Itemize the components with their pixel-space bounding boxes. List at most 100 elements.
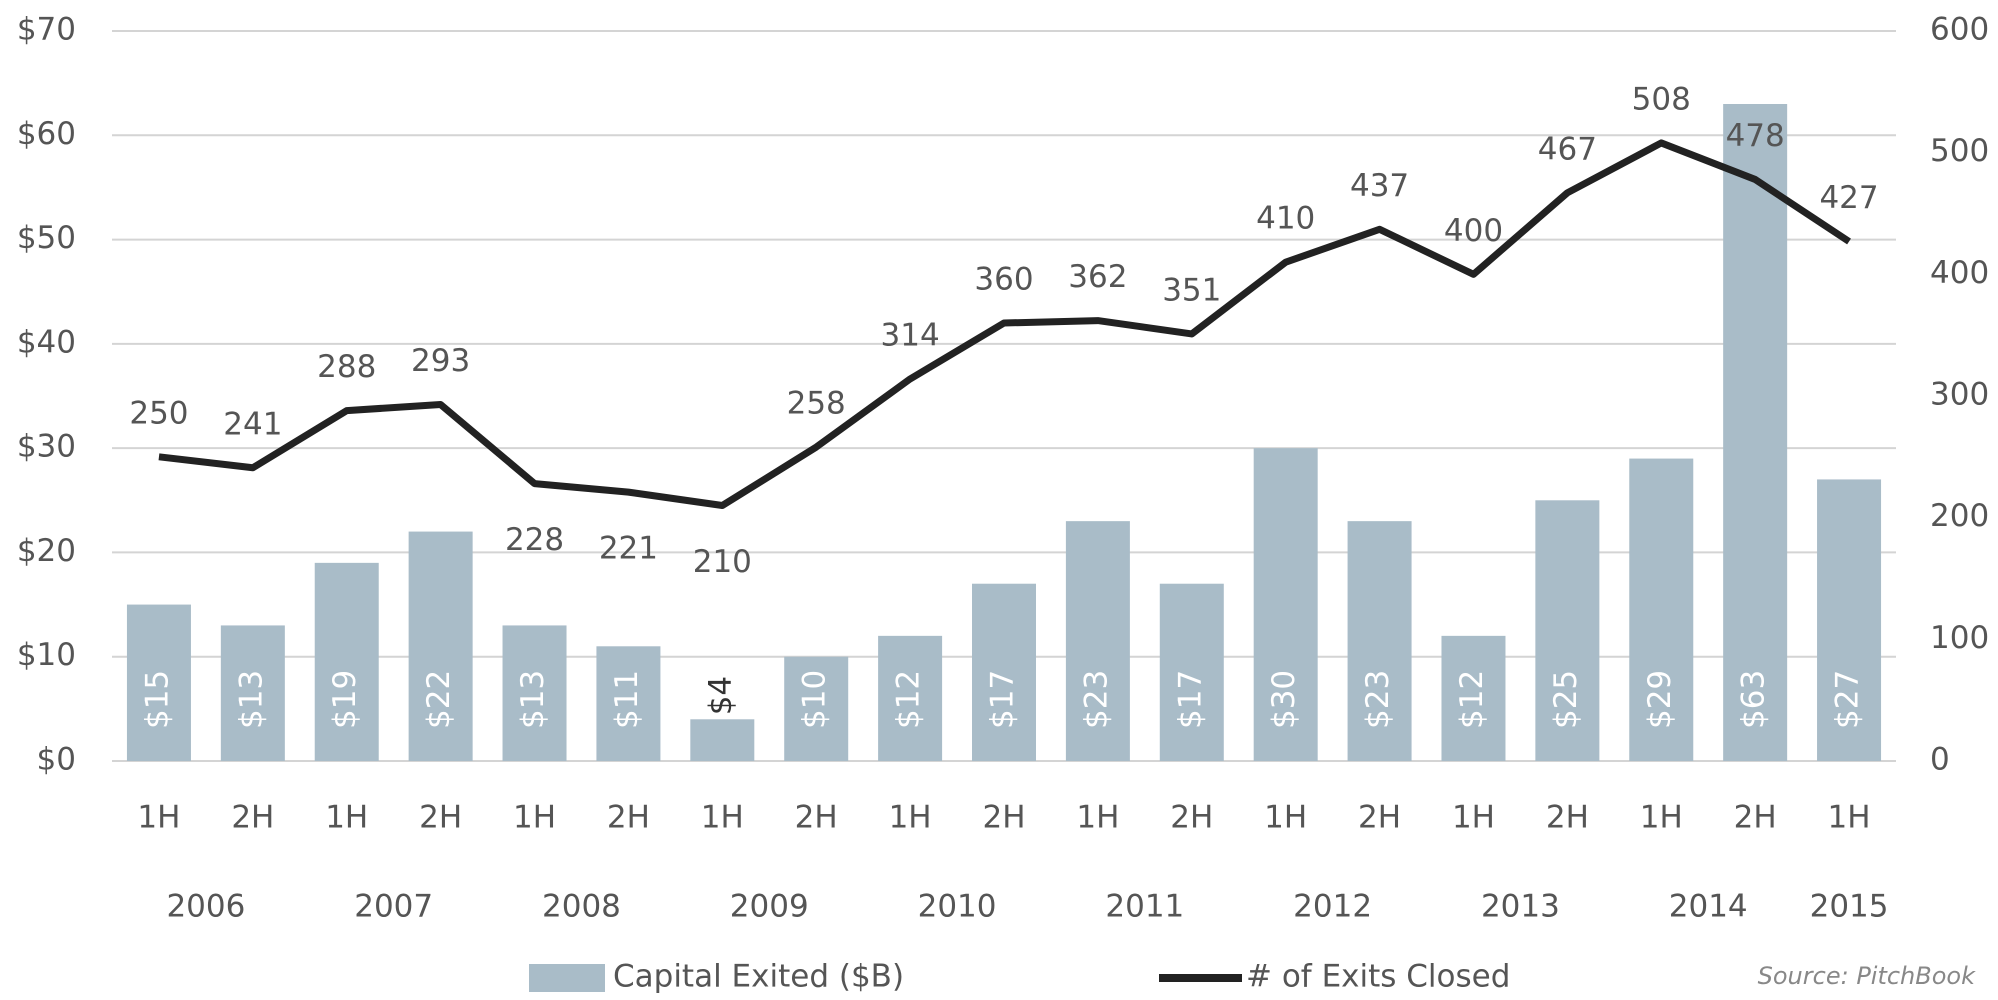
y2-tick-label: 100 xyxy=(1930,620,1989,656)
line-value-label: 241 xyxy=(223,406,282,442)
line-value-label: 288 xyxy=(317,349,376,385)
bar xyxy=(690,719,755,761)
bar xyxy=(1253,448,1318,761)
x-tick-label: 2H xyxy=(982,800,1025,836)
line-value-label: 467 xyxy=(1538,131,1597,167)
bar-value-label: $19 xyxy=(327,670,363,729)
x-tick-label: 1H xyxy=(1264,800,1307,836)
bar xyxy=(1347,521,1412,761)
bar-value-label: $27 xyxy=(1830,670,1866,729)
line-value-label: 293 xyxy=(411,343,470,379)
y-tick-label: $40 xyxy=(17,324,76,360)
x-tick-label: 1H xyxy=(1828,800,1871,836)
line-value-label: 250 xyxy=(129,395,188,431)
x-tick-label: 1H xyxy=(889,800,932,836)
y2-tick-label: 600 xyxy=(1930,12,1989,48)
year-label: 2015 xyxy=(1810,889,1889,925)
x-tick-label: 1H xyxy=(325,800,368,836)
y-tick-label: $60 xyxy=(17,116,76,152)
x-tick-label: 2H xyxy=(607,800,650,836)
bar-value-label: $4 xyxy=(703,676,739,715)
year-label: 2013 xyxy=(1481,889,1560,925)
bar xyxy=(972,583,1036,761)
x-tick-label: 2H xyxy=(1358,800,1401,836)
y2-tick-label: 0 xyxy=(1930,742,1950,778)
bar xyxy=(1723,104,1788,761)
bar-value-label: $23 xyxy=(1078,670,1114,729)
x-tick-label: 1H xyxy=(1076,800,1119,836)
line-value-label: 410 xyxy=(1256,201,1315,237)
line-value-label: 478 xyxy=(1726,118,1785,154)
source: Source: PitchBook xyxy=(1758,962,1976,990)
year-label: 2011 xyxy=(1105,889,1184,925)
y-tick-label: $70 xyxy=(17,12,76,48)
y-tick-label: $0 xyxy=(37,742,76,778)
bar-value-label: $13 xyxy=(233,670,269,729)
bar xyxy=(1817,479,1882,761)
bar xyxy=(878,635,943,761)
legend-label: Capital Exited ($B) xyxy=(613,959,904,995)
bar xyxy=(1065,521,1130,761)
bar xyxy=(220,625,285,761)
bar-value-label: $23 xyxy=(1360,670,1396,729)
bar-value-label: $17 xyxy=(1172,670,1208,729)
x-tick-label: 2H xyxy=(1734,800,1777,836)
line-value-label: 437 xyxy=(1350,168,1409,204)
year-label: 2007 xyxy=(354,889,433,925)
bar xyxy=(408,531,473,761)
line-value-label: 228 xyxy=(505,522,564,558)
legend-label: # of Exits Closed xyxy=(1246,959,1510,995)
bar xyxy=(1629,458,1694,761)
bar xyxy=(126,604,191,761)
bar-value-label: $12 xyxy=(891,670,927,729)
line-value-label: 508 xyxy=(1632,81,1691,117)
x-tick-label: 1H xyxy=(701,800,744,836)
line-value-label: 351 xyxy=(1162,272,1221,308)
line-value-label: 427 xyxy=(1819,180,1878,216)
x-tick-label: 1H xyxy=(137,800,180,836)
bar-value-label: $25 xyxy=(1548,670,1584,729)
line-value-label: 360 xyxy=(974,262,1033,298)
x-tick-label: 1H xyxy=(513,800,556,836)
year-label: 2010 xyxy=(918,889,997,925)
line-value-label: 258 xyxy=(787,386,846,422)
bar-value-label: $22 xyxy=(421,670,457,729)
bar xyxy=(314,562,379,761)
y-tick-label: $10 xyxy=(17,637,76,673)
bar xyxy=(596,646,661,761)
bar xyxy=(1159,583,1224,761)
year-label: 2012 xyxy=(1293,889,1372,925)
legend-swatch xyxy=(529,964,605,992)
y2-tick-label: 300 xyxy=(1930,377,1989,413)
bar-value-label: $29 xyxy=(1642,670,1678,729)
y2-tick-label: 400 xyxy=(1930,255,1989,291)
y-tick-label: $50 xyxy=(17,220,76,256)
bar-value-label: $11 xyxy=(609,670,645,729)
x-tick-label: 1H xyxy=(1640,800,1683,836)
line xyxy=(158,139,1851,509)
line-value-label: 314 xyxy=(881,317,940,353)
x-tick-label: 2H xyxy=(795,800,838,836)
line-value-label: 210 xyxy=(693,544,752,580)
y2-tick-label: 500 xyxy=(1930,133,1989,169)
bar-value-label: $10 xyxy=(797,670,833,729)
year-label: 2006 xyxy=(166,889,245,925)
year-label: 2008 xyxy=(542,889,621,925)
line-value-label: 362 xyxy=(1068,259,1127,295)
y-tick-label: $30 xyxy=(17,429,76,465)
line-value-label: 400 xyxy=(1444,213,1503,249)
bar-value-label: $17 xyxy=(985,670,1021,729)
bar xyxy=(1535,500,1600,761)
x-tick-label: 2H xyxy=(1170,800,1213,836)
bar-value-label: $15 xyxy=(139,670,175,729)
y2-tick-label: 200 xyxy=(1930,498,1989,534)
x-tick-label: 2H xyxy=(419,800,462,836)
x-tick-label: 2H xyxy=(1546,800,1589,836)
year-label: 2009 xyxy=(730,889,809,925)
x-tick-label: 2H xyxy=(231,800,274,836)
x-tick-label: 1H xyxy=(1452,800,1495,836)
y-tick-label: $20 xyxy=(17,533,76,569)
bar-value-label: $63 xyxy=(1736,670,1772,729)
bar xyxy=(784,656,849,761)
